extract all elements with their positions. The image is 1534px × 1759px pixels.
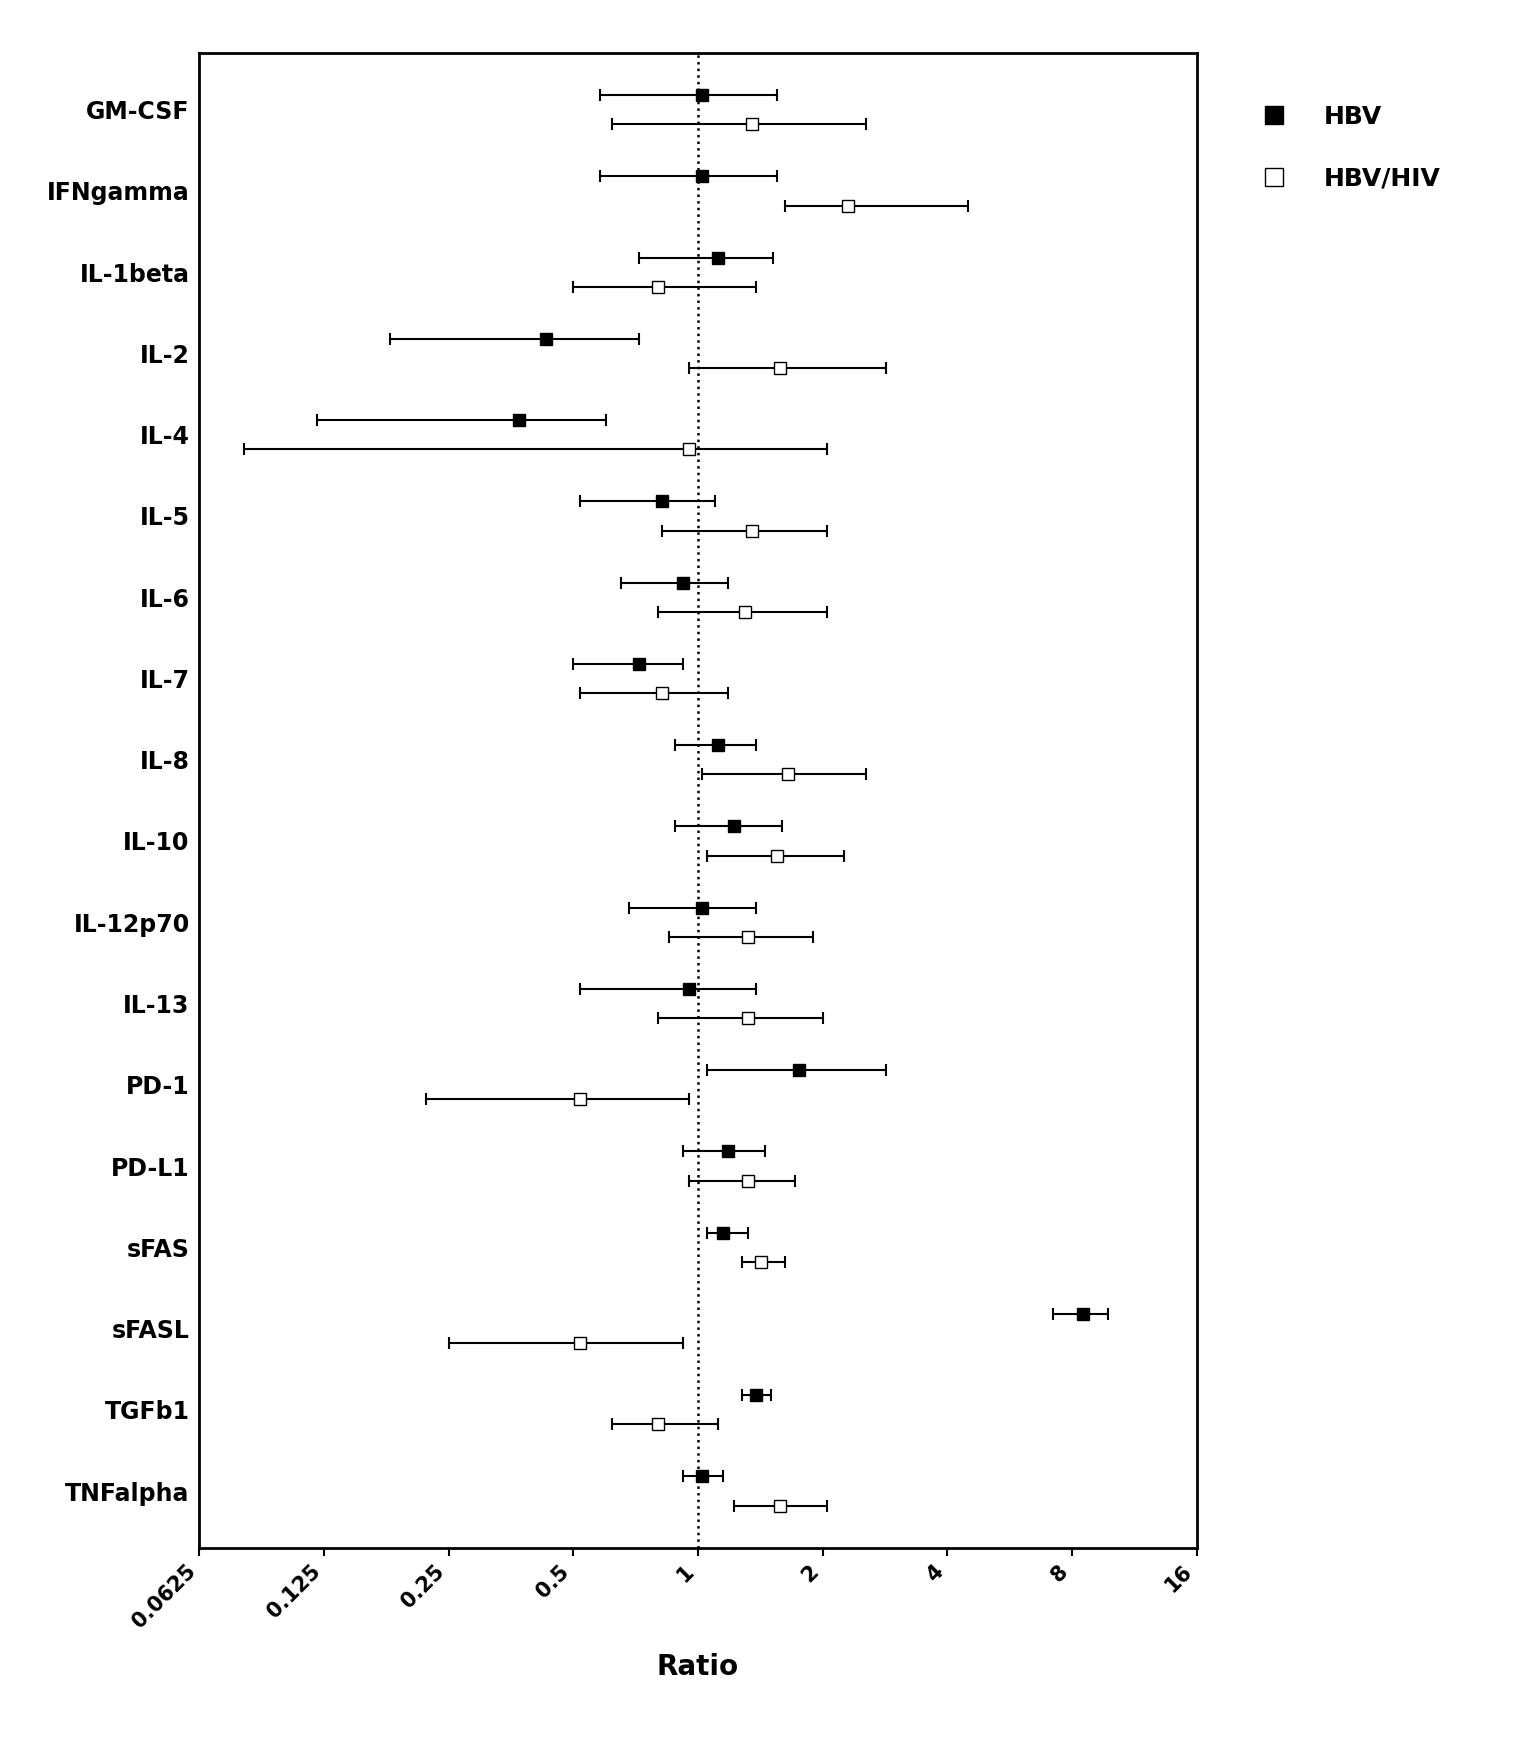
X-axis label: Ratio: Ratio: [657, 1653, 739, 1682]
Legend: HBV, HBV/HIV: HBV, HBV/HIV: [1239, 95, 1451, 201]
